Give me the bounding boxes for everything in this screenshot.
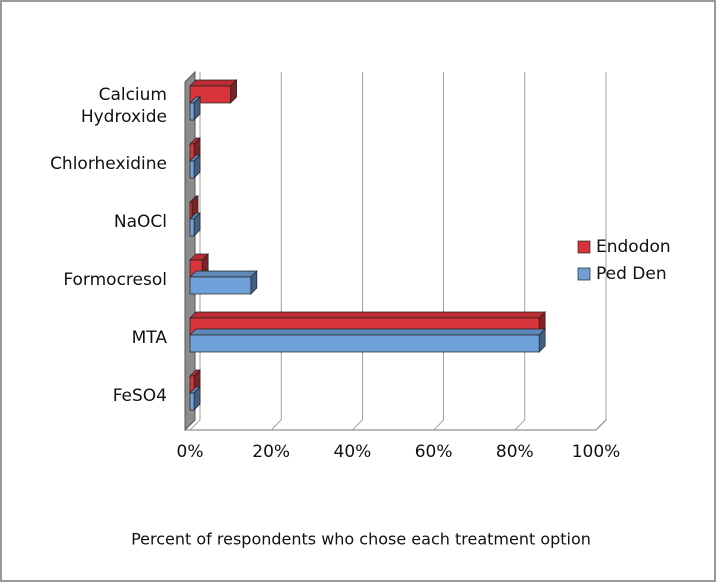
grid-line [270, 72, 282, 431]
legend-label: Ped Den [596, 264, 667, 284]
legend-swatch [577, 267, 591, 281]
y-tick-label: Formocresol [63, 270, 167, 290]
bar [189, 218, 195, 237]
x-tick-label: 20% [252, 442, 290, 462]
legend-swatch [577, 240, 591, 254]
bar [189, 334, 540, 353]
legend-label: Endodon [596, 237, 671, 257]
y-tick-label: MTA [132, 328, 168, 348]
y-tick-label: Calcium Hydroxide [81, 85, 167, 127]
x-tick-label: 0% [177, 442, 204, 462]
bar [189, 276, 252, 295]
x-tick-label: 80% [496, 442, 534, 462]
chart-title: Percent of respondents who chose each tr… [131, 530, 591, 549]
y-tick-label: NaOCl [114, 212, 167, 232]
bar-top [189, 328, 547, 336]
y-tick-label: Chlorhexidine [50, 154, 167, 174]
grid-line [514, 72, 526, 431]
x-tick-label: 100% [572, 442, 621, 462]
grid-line [189, 72, 201, 431]
y-tick-label: FeSO4 [113, 386, 167, 406]
bar [189, 102, 195, 121]
x-tick-label: 60% [415, 442, 453, 462]
bar [189, 160, 195, 179]
grid-line [352, 72, 363, 431]
grid-line [433, 72, 445, 431]
bar [189, 201, 193, 220]
bar-top [189, 79, 238, 87]
bar-top [189, 311, 547, 319]
bar-top [189, 270, 258, 278]
grid-line [595, 72, 607, 431]
bar [189, 392, 195, 411]
x-tick-label: 40% [334, 442, 372, 462]
